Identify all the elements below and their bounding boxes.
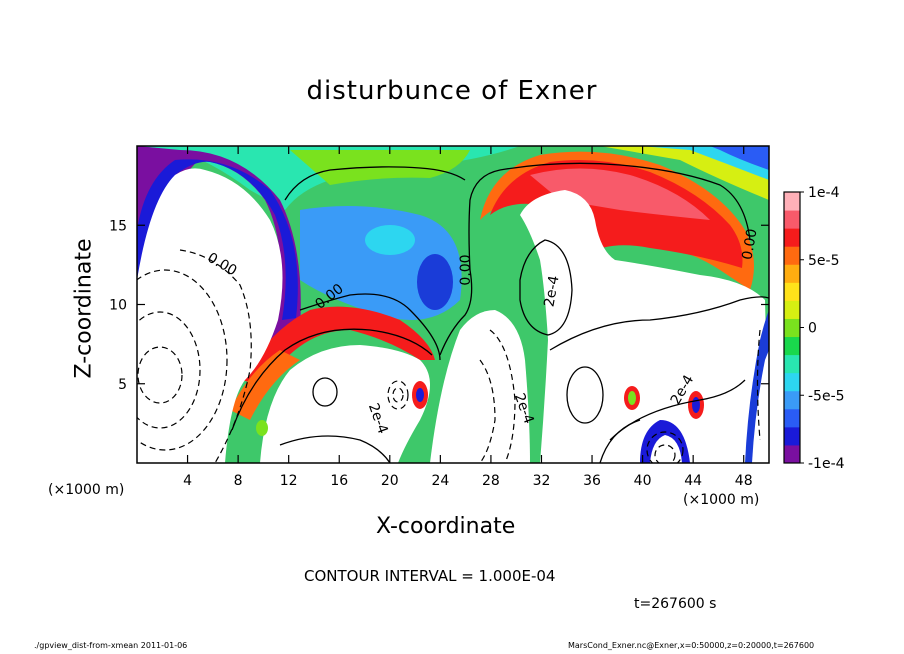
contour-lines-dashed (137, 249, 761, 463)
x-tick-label: 36 (583, 473, 601, 489)
footer-right: MarsCond_Exner.nc@Exner,x=0:50000,z=0:20… (568, 641, 815, 650)
field-band (365, 225, 415, 255)
colorbar-swatch (784, 228, 800, 247)
colorbar-tick-label: 0 (808, 321, 817, 337)
colorbar-swatch (784, 372, 800, 392)
colorbar-swatch (784, 408, 800, 428)
field-white-region (137, 168, 283, 463)
field-white-region (752, 350, 769, 463)
field-white-region (520, 190, 769, 463)
field-layer (137, 146, 769, 463)
x-tick-label: 16 (330, 473, 348, 489)
colorbar-tick-label: 1e-4 (808, 185, 840, 201)
x-axis-unit-left: (×1000 m) (48, 482, 125, 498)
colorbar-swatch (784, 210, 800, 229)
field-white-region (430, 310, 530, 463)
x-tick-label: 40 (634, 473, 652, 489)
x-tick-label: 4 (183, 473, 192, 489)
field-white-region (260, 345, 430, 463)
colorbar-tick-label: -1e-4 (808, 456, 845, 472)
y-tick-label: 15 (109, 218, 127, 234)
colorbar-swatch (784, 282, 800, 301)
x-axis-ticks: 4 8 12 16 20 24 28 32 36 40 44 48 (183, 146, 753, 489)
x-tick-label: 8 (234, 473, 243, 489)
colorbar-swatch (784, 246, 800, 265)
field-band (240, 306, 435, 385)
x-tick-label: 12 (280, 473, 298, 489)
field-band (628, 391, 636, 405)
colorbar-tick-label: 5e-5 (808, 253, 839, 269)
colorbar-swatch (784, 354, 800, 374)
x-tick-label: 28 (482, 473, 500, 489)
colorbar: 1e-4 5e-5 0 -5e-5 -1e-4 (783, 185, 845, 472)
colorbar-swatch (784, 318, 800, 338)
field-white-region (650, 435, 682, 463)
field-band (530, 168, 710, 220)
y-axis-ticks: 5 10 15 (109, 218, 769, 393)
time-stamp: t=267600 s (634, 596, 717, 612)
colorbar-swatch (784, 444, 800, 464)
colorbar-tick-label: -5e-5 (808, 388, 845, 404)
contour-label: 0.00 (458, 254, 474, 285)
contour-lines-solid (231, 162, 769, 463)
footer-left: ./gpview_dist-from-xmean 2011-01-06 (34, 641, 188, 650)
contour-label: 0.00 (739, 228, 760, 261)
x-axis-unit-right: (×1000 m) (683, 492, 760, 508)
field-band (256, 420, 268, 436)
x-tick-label: 44 (684, 473, 702, 489)
x-axis-label: X-coordinate (376, 514, 516, 539)
x-tick-label: 32 (533, 473, 551, 489)
x-tick-label: 20 (381, 473, 399, 489)
y-axis-label: Z-coordinate (71, 238, 97, 379)
field-band (230, 350, 300, 420)
chart-title: disturbunce of Exner (306, 76, 598, 106)
y-tick-label: 10 (109, 298, 127, 314)
colorbar-swatch (784, 390, 800, 410)
colorbar-swatch (784, 336, 800, 356)
field-band (417, 254, 453, 310)
colorbar-swatch (784, 426, 800, 446)
colorbar-swatch (784, 264, 800, 283)
x-tick-label: 24 (431, 473, 449, 489)
field-band (710, 146, 769, 170)
contour-label: 2e-4 (541, 274, 562, 308)
colorbar-swatch (784, 192, 800, 211)
field-band (692, 397, 700, 413)
colorbar-swatch (784, 300, 800, 319)
contour-interval-note: CONTOUR INTERVAL = 1.000E-04 (304, 567, 556, 585)
x-tick-label: 48 (735, 473, 753, 489)
y-tick-label: 5 (118, 377, 127, 393)
field-band (416, 388, 424, 402)
